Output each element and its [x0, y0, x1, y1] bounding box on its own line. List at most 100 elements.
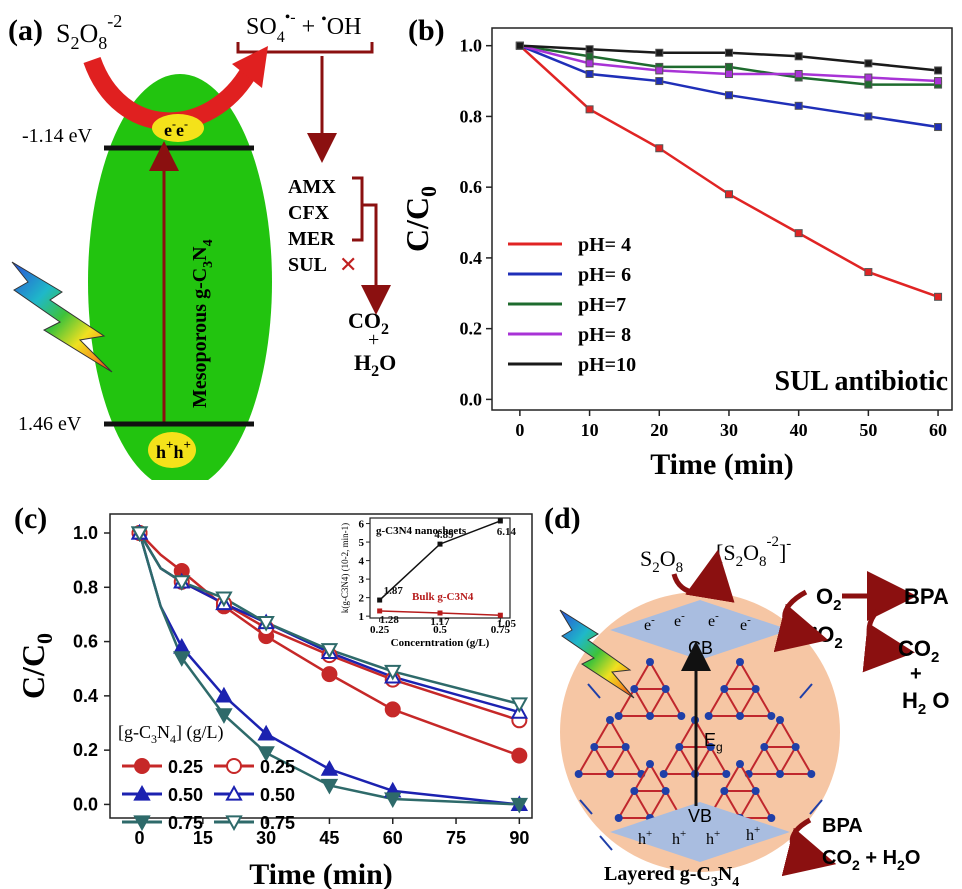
data-point: [585, 59, 594, 68]
data-point: [585, 69, 594, 78]
lattice-edge: [579, 799, 593, 815]
inset-y-tick-label: 1: [359, 611, 365, 623]
x-axis-label: Time (min): [650, 448, 794, 480]
lattice-node: [751, 787, 760, 795]
data-point: [724, 48, 733, 57]
lattice-edge: [799, 683, 813, 699]
oxygen-arrow: [773, 589, 829, 653]
catalyst-d-label: Layered g-C3N4: [604, 863, 739, 889]
pollutant-bracket-2: [352, 205, 364, 242]
series-line: [138, 532, 520, 806]
y-tick-label: 0.2: [460, 319, 483, 339]
y-tick-label: 0.4: [460, 248, 483, 268]
x-tick-label: 15: [193, 828, 213, 848]
x-tick-label: 30: [256, 828, 276, 848]
inset-data-point: [497, 612, 503, 618]
x-axis-label: Time (min): [249, 858, 393, 889]
data-point: [384, 701, 401, 718]
data-point: [864, 268, 873, 277]
data-point: [510, 797, 529, 814]
electrons-label: e-e-: [164, 117, 188, 140]
lattice-inner: [762, 746, 798, 776]
legend-marker: [225, 815, 243, 832]
data-point: [515, 41, 524, 50]
lattice-node: [767, 712, 776, 720]
persulfate-arrow-d: [671, 549, 735, 603]
lattice-node: [722, 770, 731, 778]
superoxide-label: •O2: [812, 621, 843, 652]
data-point: [794, 229, 803, 238]
oxygen-label: O2: [816, 584, 841, 614]
legend-entry: pH= 8: [578, 324, 631, 346]
electron-4: e-: [740, 614, 751, 634]
y-axis-label: C/C0: [15, 633, 57, 699]
x-tick-label: 60: [383, 828, 403, 848]
x-tick-label: 0: [515, 420, 524, 440]
data-point: [934, 66, 943, 75]
data-point: [585, 45, 594, 54]
data-point: [215, 708, 233, 724]
inset-y-label: k(g-C3N4) (10-2, min-1): [340, 523, 350, 613]
panel-d-label: (d): [544, 502, 581, 535]
plus-top-label: +: [910, 663, 922, 685]
lattice-node: [736, 712, 744, 720]
radical-complex-d: [S2O8-2]-: [716, 534, 791, 570]
legend-entry: 0.50: [260, 785, 295, 805]
electron-2: e-: [674, 610, 685, 630]
y-tick-label: 1.0: [460, 36, 483, 56]
data-point: [320, 760, 339, 776]
lattice-inner: [632, 688, 668, 718]
y-tick-label: 0.4: [73, 686, 98, 706]
y-tick-label: 0.8: [73, 577, 98, 597]
lattice-inner: [592, 746, 628, 776]
lattice-node: [675, 743, 684, 751]
data-point: [510, 697, 529, 714]
inset-data-point: [437, 610, 443, 616]
data-point: [724, 62, 733, 71]
legend-marker: [225, 784, 243, 801]
data-point: [794, 101, 803, 110]
legend-entry: 0.75: [168, 813, 203, 833]
y-tick-label: 0.2: [73, 740, 98, 760]
data-point: [655, 66, 664, 75]
persulfate-label: S2O8-2: [56, 11, 122, 53]
data-point: [173, 651, 191, 667]
holes-badge: [148, 432, 196, 468]
inset-x-tick-label: 0.75: [491, 624, 511, 636]
plot-frame: [491, 27, 953, 411]
legend-entry: 0.75: [260, 813, 295, 833]
data-point: [724, 69, 733, 78]
lattice-node: [706, 743, 715, 751]
data-point: [585, 105, 594, 114]
x-tick-label: 0: [135, 828, 145, 848]
data-point: [173, 575, 191, 591]
series-line: [138, 532, 520, 757]
panel-d: (d) e- e- e- e- CB VB h+ h+ h+ h+ Eg S2O…: [544, 502, 949, 889]
inset-frame: [369, 517, 511, 619]
lattice-node: [720, 787, 729, 795]
x-tick-label: 30: [720, 420, 738, 440]
panel-b-label: (b): [408, 14, 445, 47]
lattice-node: [760, 743, 769, 751]
product-plus: +: [368, 329, 379, 351]
legend-entry: 0.25: [168, 757, 203, 777]
data-point: [257, 615, 275, 632]
data-point: [130, 526, 149, 543]
data-point: [321, 666, 338, 683]
y-tick-label: 0.6: [460, 177, 483, 197]
persulfate-d: S2O8: [640, 546, 683, 576]
cb-electrons: e- e- e- e-: [644, 610, 751, 634]
bpa-arrow-bottom: [781, 817, 837, 877]
vb-energy-label: 1.46 eV: [18, 413, 82, 435]
data-point: [864, 73, 873, 82]
inset-data-label: 1.05: [497, 618, 517, 630]
panel-c-label: (c): [14, 502, 47, 535]
lattice-node: [767, 814, 776, 822]
data-point: [257, 724, 275, 741]
lattice-node: [736, 760, 744, 768]
data-point: [585, 52, 594, 61]
inset-series-name: g-C3N4 nanosheets: [376, 525, 467, 537]
legend-marker: [226, 758, 242, 774]
lattice-node: [621, 743, 630, 751]
y-tick-label: 0.0: [73, 794, 98, 814]
